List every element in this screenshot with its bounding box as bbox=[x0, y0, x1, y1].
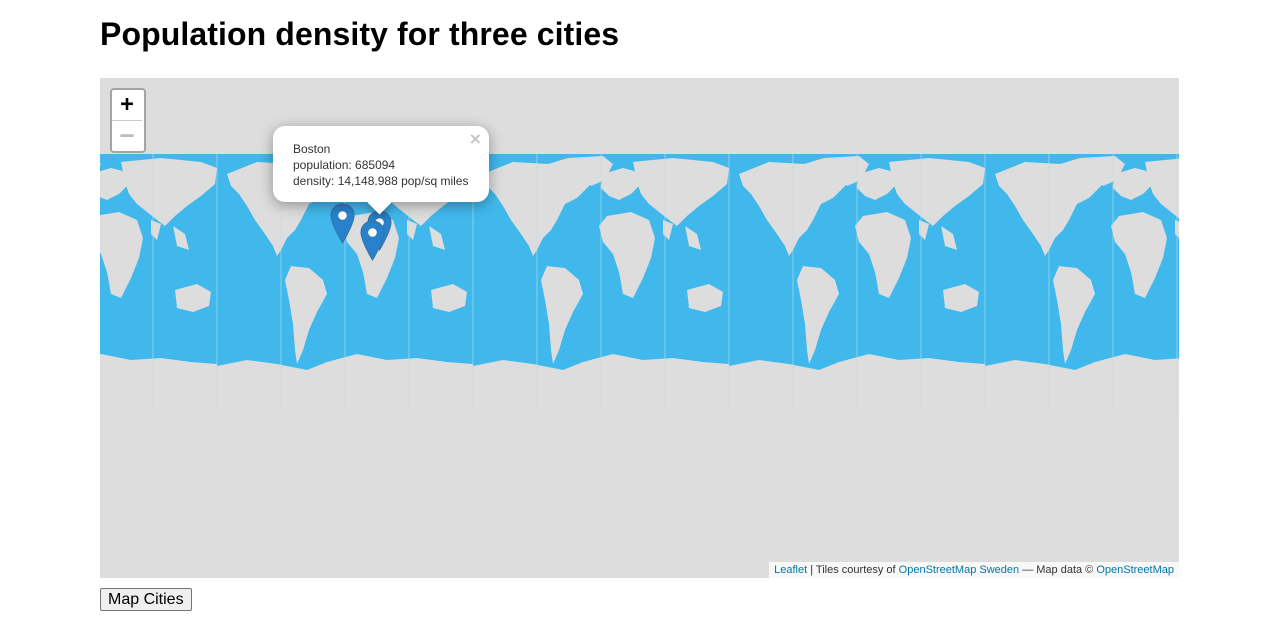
landmass bbox=[121, 158, 217, 226]
landmass bbox=[633, 158, 729, 226]
attribution-text-1: | Tiles courtesy of bbox=[807, 564, 899, 576]
popup-content: Boston population: 685094 density: 14,14… bbox=[293, 141, 468, 189]
map[interactable]: + – × Boston population: 685094 density:… bbox=[100, 78, 1179, 578]
landmass bbox=[739, 158, 849, 256]
popup-city: Boston bbox=[293, 142, 331, 156]
landmass bbox=[1080, 156, 1125, 186]
osm-link[interactable]: OpenStreetMap bbox=[1096, 564, 1174, 576]
popup-population: population: 685094 bbox=[293, 158, 396, 172]
landmass bbox=[985, 354, 1179, 412]
map-cities-button[interactable]: Map Cities bbox=[100, 588, 192, 611]
landmass bbox=[1111, 212, 1167, 298]
landmass bbox=[285, 266, 327, 364]
landmass bbox=[687, 284, 723, 312]
landmass bbox=[919, 220, 957, 250]
popup-density: density: 14,148.988 pop/sq miles bbox=[293, 174, 469, 188]
landmass bbox=[100, 354, 217, 412]
landmass bbox=[943, 284, 979, 312]
landmass bbox=[995, 158, 1105, 256]
map-marker-city[interactable] bbox=[360, 220, 385, 261]
landmass bbox=[100, 212, 143, 298]
osm-sweden-link[interactable]: OpenStreetMap Sweden bbox=[898, 564, 1020, 576]
landmass bbox=[797, 266, 839, 364]
landmass bbox=[100, 163, 101, 166]
landmass bbox=[541, 266, 583, 364]
landmass bbox=[824, 156, 869, 186]
landmass bbox=[1145, 158, 1179, 219]
landmass bbox=[151, 220, 189, 250]
landmass bbox=[431, 284, 467, 312]
world-map-tiles[interactable] bbox=[100, 154, 1179, 412]
zoom-control: + – bbox=[110, 88, 146, 153]
zoom-in-button[interactable]: + bbox=[112, 90, 142, 121]
landmass bbox=[663, 220, 701, 250]
zoom-out-button[interactable]: – bbox=[120, 123, 134, 148]
landmass bbox=[857, 168, 897, 200]
landmass bbox=[1053, 266, 1095, 364]
landmass bbox=[599, 212, 655, 298]
attribution-text-2: — Map data © bbox=[1019, 564, 1097, 576]
landmass bbox=[601, 168, 641, 200]
close-icon[interactable]: × bbox=[468, 129, 482, 148]
leaflet-link[interactable]: Leaflet bbox=[774, 564, 808, 576]
landmass bbox=[889, 158, 985, 226]
map-marker-la[interactable] bbox=[330, 203, 355, 244]
page-title: Population density for three cities bbox=[100, 16, 620, 52]
landmass bbox=[568, 156, 613, 186]
landmass bbox=[483, 158, 593, 256]
landmass bbox=[407, 220, 445, 250]
landmass bbox=[855, 212, 911, 298]
landmass bbox=[100, 168, 129, 200]
landmass bbox=[175, 284, 211, 312]
map-attribution: Leaflet | Tiles courtesy of OpenStreetMa… bbox=[769, 562, 1179, 578]
map-popup: × Boston population: 685094 density: 14,… bbox=[273, 126, 489, 215]
landmass bbox=[1113, 168, 1153, 200]
